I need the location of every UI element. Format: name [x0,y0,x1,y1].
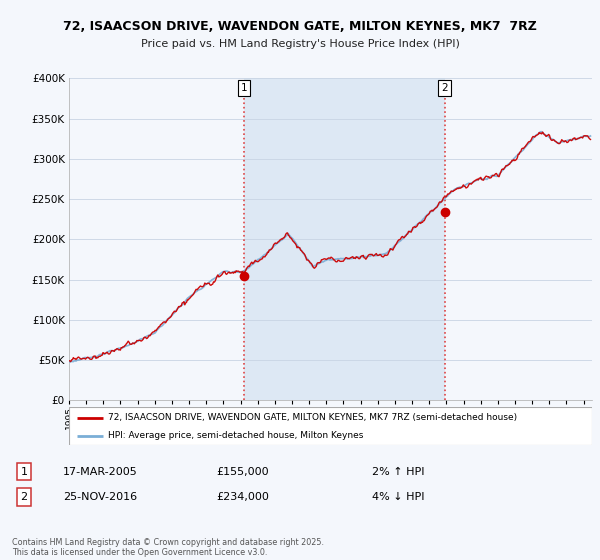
Text: 2: 2 [442,83,448,93]
Text: Price paid vs. HM Land Registry's House Price Index (HPI): Price paid vs. HM Land Registry's House … [140,39,460,49]
Text: 25-NOV-2016: 25-NOV-2016 [63,492,137,502]
Bar [244,78,445,400]
Text: 17-MAR-2005: 17-MAR-2005 [63,466,138,477]
Text: 1: 1 [241,83,247,93]
FancyBboxPatch shape [69,407,592,445]
Text: £155,000: £155,000 [216,466,269,477]
Text: 72, ISAACSON DRIVE, WAVENDON GATE, MILTON KEYNES, MK7 7RZ (semi-detached house): 72, ISAACSON DRIVE, WAVENDON GATE, MILTO… [108,413,517,422]
Text: 2: 2 [20,492,28,502]
Text: 1: 1 [20,466,28,477]
Text: 72, ISAACSON DRIVE, WAVENDON GATE, MILTON KEYNES, MK7  7RZ: 72, ISAACSON DRIVE, WAVENDON GATE, MILTO… [63,20,537,32]
Text: 2% ↑ HPI: 2% ↑ HPI [372,466,425,477]
Text: 4% ↓ HPI: 4% ↓ HPI [372,492,425,502]
Text: £234,000: £234,000 [216,492,269,502]
Text: Contains HM Land Registry data © Crown copyright and database right 2025.
This d: Contains HM Land Registry data © Crown c… [12,538,324,557]
Text: HPI: Average price, semi-detached house, Milton Keynes: HPI: Average price, semi-detached house,… [108,431,364,440]
